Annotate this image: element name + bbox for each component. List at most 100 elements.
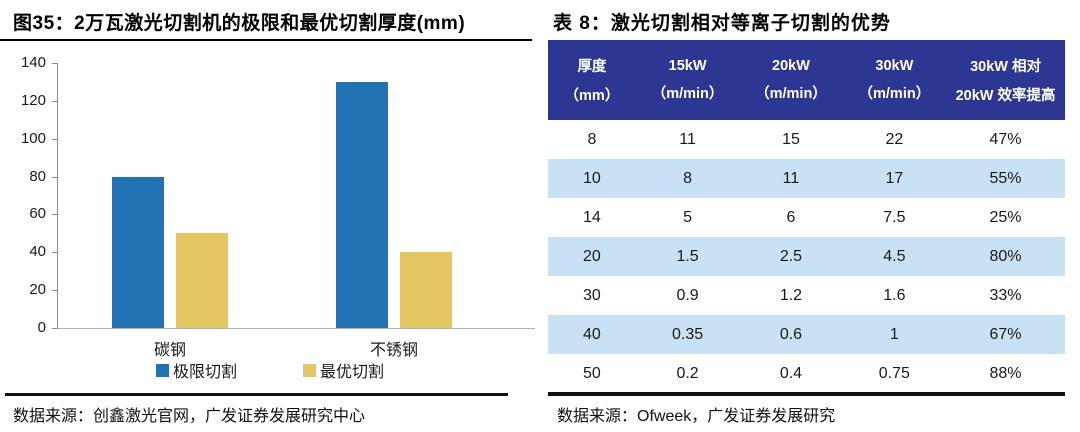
header-line2: （m/min） bbox=[755, 85, 827, 102]
advantage-table: 厚度 （mm） 15kW （m/min） 20kW （m/min） 30kW （m/min） 3… bbox=[548, 40, 1065, 396]
table-cell: 1.6 bbox=[883, 286, 906, 304]
table-header-cell: 30kW （m/min） bbox=[842, 40, 947, 120]
table-cell: 30 bbox=[583, 286, 601, 304]
table-cell: 7.5 bbox=[883, 208, 906, 226]
table-cell: 8 bbox=[587, 130, 597, 148]
table-header-cell: 20kW （m/min） bbox=[739, 40, 843, 120]
table-row: 14 5 6 7.5 25% bbox=[548, 198, 1065, 237]
table-cell: 20 bbox=[583, 247, 601, 265]
y-axis-line bbox=[57, 63, 58, 328]
y-axis-label: 20 bbox=[29, 281, 46, 299]
table-row: 8 11 15 22 47% bbox=[548, 120, 1065, 159]
bar-chart: 0 20 40 60 80 100 120 140 碳钢 不锈钢极限切割 最优切割 bbox=[0, 46, 540, 391]
table-header-cell: 30kW 相对 20kW 效率提高 bbox=[946, 40, 1065, 120]
table-row: 30 0.9 1.2 1.6 33% bbox=[548, 276, 1065, 315]
source-divider bbox=[5, 393, 508, 396]
table-header-cell: 15kW （m/min） bbox=[635, 40, 740, 120]
y-axis-label: 100 bbox=[20, 129, 46, 147]
legend-swatch-icon bbox=[303, 363, 316, 377]
header-line1: 30kW bbox=[875, 57, 914, 74]
table-cell: 14 bbox=[583, 208, 601, 226]
table-cell: 88% bbox=[989, 364, 1022, 382]
legend-label: 最优切割 bbox=[320, 364, 385, 381]
table-cell: 1 bbox=[889, 325, 899, 343]
y-axis-label: 80 bbox=[29, 167, 46, 185]
bar-最优切割-碳钢 bbox=[176, 233, 228, 328]
legend-swatch-icon bbox=[155, 363, 169, 377]
table-cell: 15 bbox=[782, 130, 800, 148]
title-divider bbox=[0, 39, 532, 41]
table-cell: 50 bbox=[583, 364, 601, 382]
source-divider bbox=[548, 392, 1065, 395]
header-line2: （m/min） bbox=[651, 85, 724, 102]
y-axis-label: 0 bbox=[37, 319, 46, 336]
header-line2: （m/min） bbox=[858, 85, 931, 102]
y-axis-label: 40 bbox=[29, 243, 46, 261]
legend-item: 极限切割 bbox=[155, 358, 237, 382]
legend-label: 极限切割 bbox=[172, 364, 237, 381]
header-line1: 30kW 相对 bbox=[970, 59, 1041, 75]
y-axis-tick bbox=[52, 214, 57, 216]
chart-legend: 极限切割 最优切割 bbox=[0, 358, 540, 382]
table-row: 10 8 11 17 55% bbox=[548, 159, 1065, 198]
table-header-row: 厚度 （mm） 15kW （m/min） 20kW （m/min） 30kW （m/min） 3… bbox=[548, 40, 1065, 120]
table-cell: 0.2 bbox=[676, 364, 699, 382]
table-cell: 67% bbox=[989, 325, 1022, 343]
y-axis-label: 120 bbox=[20, 91, 46, 109]
table-cell: 17 bbox=[885, 169, 904, 187]
table-cell: 25% bbox=[989, 208, 1022, 226]
table-cell: 0.9 bbox=[676, 286, 699, 304]
table-row: 50 0.2 0.4 0.75 88% bbox=[548, 354, 1065, 395]
table-cell: 0.4 bbox=[779, 364, 803, 382]
header-line1: 厚度 bbox=[577, 59, 607, 75]
y-axis-tick bbox=[52, 100, 57, 102]
table-cell: 47% bbox=[989, 130, 1022, 148]
y-axis-tick bbox=[52, 138, 57, 140]
table-row: 20 1.5 2.5 4.5 80% bbox=[548, 237, 1065, 276]
header-line1: 20kW bbox=[772, 57, 810, 74]
x-category-label: 碳钢 bbox=[153, 342, 186, 359]
figure-title: 图35：2万瓦激光切割机的极限和最优切割厚度(mm) bbox=[13, 13, 466, 34]
y-axis-tick bbox=[52, 63, 57, 64]
table-cell: 1.2 bbox=[779, 286, 803, 304]
table-title: 表 8：激光切割相对等离子切割的优势 bbox=[553, 13, 891, 34]
table-cell: 0.75 bbox=[878, 364, 910, 382]
table-cell: 6 bbox=[786, 208, 796, 226]
x-axis-line bbox=[57, 328, 535, 329]
y-axis-label: 60 bbox=[29, 205, 46, 223]
table-cell: 2.5 bbox=[779, 247, 803, 265]
table-cell: 4.5 bbox=[883, 247, 906, 265]
table-panel: 表 8：激光切割相对等离子切割的优势 厚度 （mm） 15kW （m/min） 20kW… bbox=[545, 0, 1080, 432]
figure-source: 数据来源：创鑫激光官网，广发证券发展研究中心 bbox=[13, 408, 366, 425]
x-category-label: 不锈钢 bbox=[369, 342, 418, 359]
table-cell: 1.5 bbox=[676, 247, 699, 265]
bar-最优切割-不锈钢 bbox=[400, 252, 452, 328]
table-cell: 8 bbox=[683, 169, 693, 187]
header-line1: 15kW bbox=[668, 57, 707, 74]
table-cell: 10 bbox=[583, 169, 601, 187]
y-axis-tick bbox=[52, 176, 57, 178]
table-cell: 33% bbox=[989, 286, 1022, 304]
table-cell: 55% bbox=[989, 169, 1022, 187]
table-cell: 40 bbox=[583, 325, 601, 343]
figure-panel: 图35：2万瓦激光切割机的极限和最优切割厚度(mm) 0 20 40 60 80 100 1… bbox=[0, 13, 540, 425]
table-cell: 0.6 bbox=[779, 325, 803, 343]
y-axis-tick bbox=[52, 290, 57, 292]
y-axis-label: 140 bbox=[20, 54, 46, 71]
table-cell: 22 bbox=[885, 130, 904, 148]
table-cell: 5 bbox=[683, 208, 693, 226]
table-source: 数据来源：Ofweek，广发证券发展研究 bbox=[557, 408, 836, 425]
table-cell: 11 bbox=[782, 169, 800, 187]
y-axis-tick bbox=[52, 252, 57, 254]
table-header-cell: 厚度 （mm） bbox=[548, 40, 636, 120]
bar-极限切割-不锈钢 bbox=[336, 81, 388, 328]
y-axis-tick bbox=[52, 328, 57, 329]
legend-item: 最优切割 bbox=[303, 358, 384, 382]
header-line2: 20kW 效率提高 bbox=[955, 88, 1056, 104]
bar-极限切割-碳钢 bbox=[112, 176, 164, 328]
table-cell: 80% bbox=[989, 247, 1022, 265]
table-row: 40 0.35 0.6 1 67% bbox=[548, 315, 1065, 354]
table-cell: 11 bbox=[679, 130, 696, 148]
table-cell: 0.35 bbox=[672, 325, 704, 343]
header-line2: （mm） bbox=[564, 88, 620, 104]
